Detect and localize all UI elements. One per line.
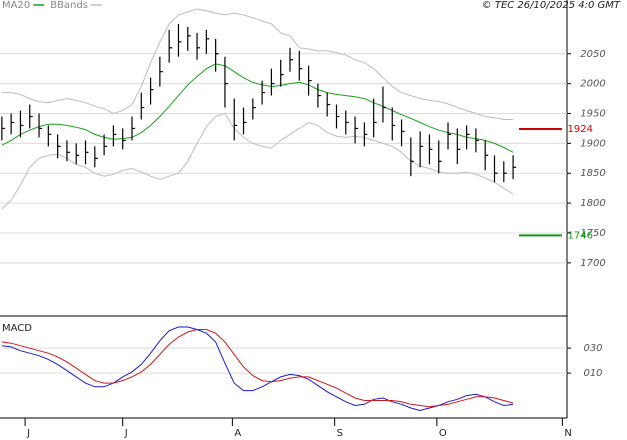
legend-label: BBands: [50, 0, 88, 11]
y-tick-label: 1800: [580, 198, 605, 209]
band-lower: [1, 112, 514, 210]
macd-line: [1, 329, 514, 408]
x-tick-label: A: [234, 428, 241, 439]
band-upper: [1, 8, 514, 120]
y-tick-label: 1850: [580, 168, 605, 179]
copyright: © TEC 26/10/2025 4:0 GMT: [482, 0, 621, 11]
x-tick-label: O: [439, 428, 447, 439]
level-label: 1924: [568, 124, 593, 135]
macd-title: MACD: [2, 323, 32, 334]
y-tick-label: 1750: [580, 228, 605, 239]
x-tick-label: N: [564, 428, 571, 439]
x-tick-label: J: [26, 428, 30, 439]
y-tick-label: 030: [583, 343, 602, 354]
y-tick-label: 1950: [580, 108, 605, 119]
y-tick-label: 1700: [580, 258, 605, 269]
x-tick-label: J: [124, 428, 128, 439]
level-label: 1746: [568, 230, 593, 241]
legend-label: MA20: [2, 0, 30, 11]
x-tick-label: S: [337, 428, 343, 439]
macd-line: [1, 326, 514, 412]
y-tick-label: 2050: [580, 49, 605, 60]
y-tick-label: 2000: [580, 79, 605, 90]
y-tick-label: 010: [583, 368, 602, 379]
ma-line: [1, 63, 514, 153]
y-tick-label: 1900: [580, 138, 605, 149]
